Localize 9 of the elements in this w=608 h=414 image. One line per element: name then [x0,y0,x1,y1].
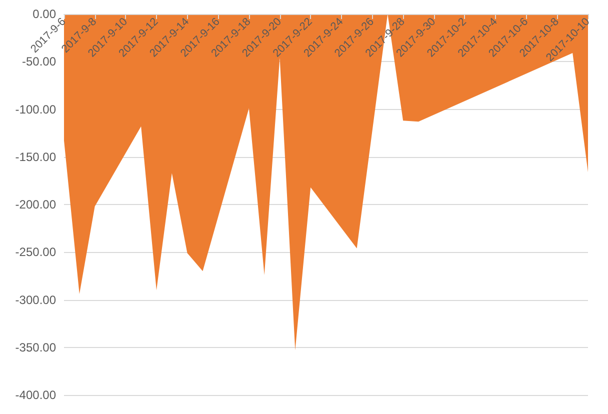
y-tick-label: -200.00 [15,198,56,212]
y-tick-label: -400.00 [15,388,56,402]
y-tick-label: -250.00 [15,245,56,260]
y-tick-label: 0.00 [32,7,56,21]
y-tick-label: -50.00 [22,54,56,69]
y-tick-label: -150.00 [15,150,56,164]
y-tick-label: -300.00 [15,292,56,307]
y-tick-label: -100.00 [15,102,56,116]
y-tick-label: -350.00 [15,340,56,354]
